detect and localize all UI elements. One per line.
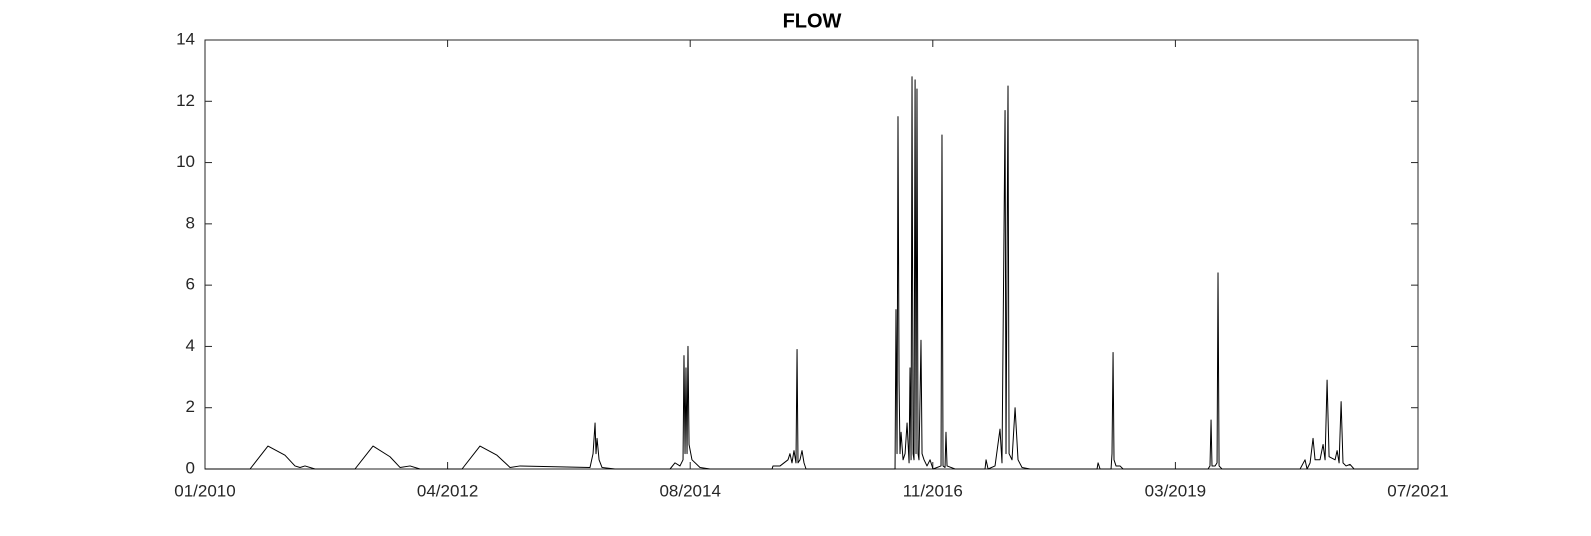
x-tick-label: 07/2021 — [1387, 481, 1448, 500]
y-tick-label: 2 — [186, 397, 195, 416]
y-tick-label: 10 — [176, 152, 195, 171]
y-tick-label: 6 — [186, 275, 195, 294]
chart-title: FLOW — [783, 10, 842, 32]
x-tick-label: 03/2019 — [1145, 481, 1206, 500]
y-tick-label: 8 — [186, 213, 195, 232]
y-tick-label: 14 — [176, 29, 195, 48]
flow-line — [205, 76, 1418, 470]
y-tick-label: 12 — [176, 91, 195, 110]
x-tick-label: 01/2010 — [174, 481, 235, 500]
y-tick-label: 4 — [186, 336, 195, 355]
x-tick-label: 04/2012 — [417, 481, 478, 500]
x-tick-label: 11/2016 — [903, 481, 963, 500]
x-tick-label: 08/2014 — [659, 481, 720, 500]
y-tick-label: 0 — [186, 458, 195, 477]
axes-box — [204, 39, 1419, 470]
